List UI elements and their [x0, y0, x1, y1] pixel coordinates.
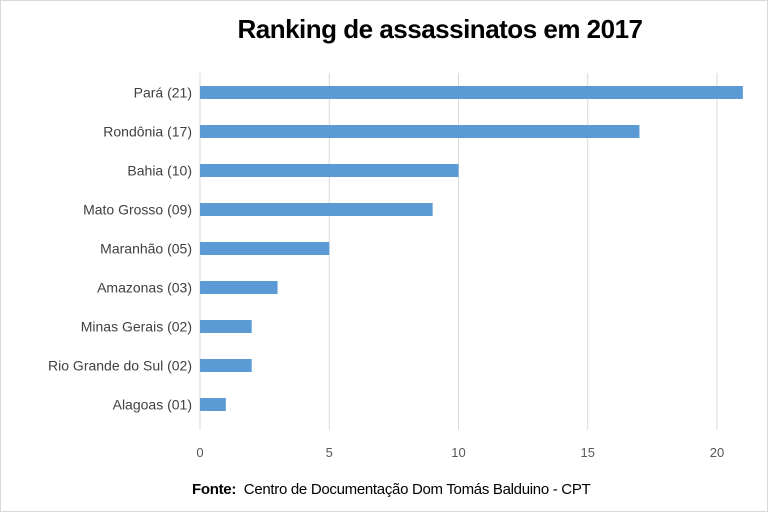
x-tick-label: 0 [196, 445, 203, 460]
y-tick-label: Alagoas (01) [113, 397, 192, 413]
y-tick-label: Amazonas (03) [97, 280, 192, 296]
chart-title: Ranking de assassinatos em 2017 [237, 14, 643, 44]
x-tick-label: 15 [581, 445, 595, 460]
bar [200, 203, 433, 216]
bar [200, 359, 252, 372]
source-note: Fonte: Centro de Documentação Dom Tomás … [192, 481, 591, 498]
source-text: Centro de Documentação Dom Tomás Balduin… [243, 481, 591, 498]
y-tick-label: Rio Grande do Sul (02) [48, 358, 192, 374]
y-tick-label: Maranhão (05) [100, 241, 192, 257]
y-tick-label: Mato Grosso (09) [83, 202, 192, 218]
bar [200, 86, 743, 99]
x-tick-label: 10 [451, 445, 465, 460]
bar [200, 320, 252, 333]
bar [200, 281, 278, 294]
x-tick-label: 20 [710, 445, 724, 460]
x-tick-label: 5 [326, 445, 333, 460]
bar [200, 398, 226, 411]
y-tick-label: Bahia (10) [127, 163, 192, 179]
y-tick-label: Pará (21) [134, 85, 192, 101]
bar [200, 125, 640, 138]
y-tick-label: Rondônia (17) [103, 124, 192, 140]
source-label: Fonte: [192, 481, 237, 498]
y-tick-label: Minas Gerais (02) [81, 319, 192, 335]
bar [200, 242, 330, 255]
bar [200, 164, 459, 177]
